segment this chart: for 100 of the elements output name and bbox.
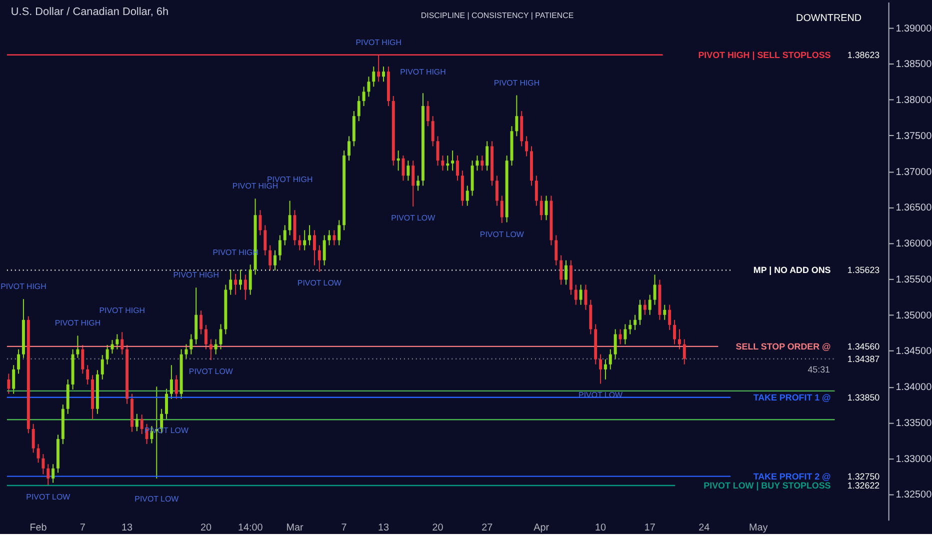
x-tick-label: Feb xyxy=(30,522,48,534)
x-tick-label: 27 xyxy=(482,522,494,534)
y-tick-label: 1.38000 xyxy=(896,95,932,106)
candlestick xyxy=(564,260,568,286)
candlestick xyxy=(608,348,612,370)
candlestick xyxy=(100,354,104,380)
candlestick xyxy=(7,373,10,394)
candlestick xyxy=(495,175,498,206)
candlestick xyxy=(52,464,55,484)
annotation: PIVOT HIGH xyxy=(266,174,313,184)
ref-line-label: PIVOT LOW | BUY STOPLOSS xyxy=(704,480,831,490)
y2-tick-label: 1.34560 xyxy=(847,341,880,352)
candlestick xyxy=(436,136,440,166)
candlestick xyxy=(624,324,627,345)
candlestick xyxy=(431,116,434,147)
x-tick-label: 20 xyxy=(200,522,212,534)
y-tick-label: 1.34000 xyxy=(896,382,932,394)
candlestick xyxy=(560,254,563,286)
candlestick xyxy=(500,195,504,224)
y-tick-label: 1.35500 xyxy=(896,274,932,286)
x-tick-label: 17 xyxy=(644,522,656,534)
candlestick xyxy=(599,354,602,384)
x-tick-label: Apr xyxy=(534,522,550,534)
x-tick-label: 7 xyxy=(80,522,86,534)
y-tick-label: 1.36500 xyxy=(896,202,932,214)
candlestick xyxy=(204,324,208,350)
x-tick-label: 24 xyxy=(698,522,710,534)
annotation: PIVOT LOW xyxy=(391,213,436,222)
candlestick xyxy=(476,155,479,172)
y-tick-label: 1.38500 xyxy=(896,59,932,70)
x-tick-label: Mar xyxy=(286,522,304,534)
annotation: PIVOT HIGH xyxy=(356,38,402,47)
annotation: PIVOT LOW xyxy=(297,278,342,288)
candlestick xyxy=(515,94,518,137)
candlestick xyxy=(32,423,35,454)
candlestick xyxy=(638,299,642,326)
candlestick xyxy=(382,66,386,82)
annotation: PIVOT HIGH xyxy=(232,182,278,191)
candlestick xyxy=(396,150,400,172)
candlestick xyxy=(416,175,420,192)
y-tick-label: 1.36000 xyxy=(896,238,932,250)
candlestick xyxy=(86,364,90,385)
candlestick xyxy=(480,155,484,172)
annotation: PIVOT HIGH xyxy=(494,78,540,88)
candlestick xyxy=(303,230,306,251)
y-tick-label: 1.33500 xyxy=(896,418,932,429)
candlestick xyxy=(648,294,652,316)
candlestick xyxy=(116,334,119,350)
y2-tick-label: 1.33850 xyxy=(847,392,880,402)
annotation: PIVOT LOW xyxy=(480,230,524,239)
ref-line-label: TAKE PROFIT 1 @ xyxy=(753,392,832,402)
candlestick xyxy=(634,314,637,330)
annotation: PIVOT LOW xyxy=(188,366,234,376)
candlestick xyxy=(322,234,326,266)
candlestick xyxy=(554,234,558,266)
y2-tick-label: 1.32750 xyxy=(847,471,880,482)
candlestick xyxy=(534,175,538,206)
candlestick xyxy=(673,319,676,345)
candlestick xyxy=(643,299,646,316)
x-tick-label: 20 xyxy=(432,522,444,534)
candlestick xyxy=(412,160,415,208)
candlestick xyxy=(628,319,632,335)
candlestick xyxy=(332,230,336,246)
annotation: DISCIPLINE | CONSISTENCY | PATIENCE xyxy=(420,10,574,20)
candlestick xyxy=(318,244,321,272)
candlestick xyxy=(486,140,489,172)
candlestick xyxy=(618,328,622,345)
candlestick xyxy=(190,334,193,355)
candlestick xyxy=(200,310,203,335)
candlestick xyxy=(244,274,247,300)
x-tick-label: May xyxy=(749,522,768,534)
candlestick xyxy=(338,220,341,246)
y2-tick-label: 1.32622 xyxy=(847,480,880,490)
ref-line-label: MP | NO ADD ONS xyxy=(753,265,831,276)
candlestick xyxy=(36,444,40,464)
x-tick-label: 13 xyxy=(378,522,390,534)
x-tick-label: 10 xyxy=(595,522,607,534)
candlestick xyxy=(288,200,292,236)
candlestick xyxy=(668,304,672,330)
candlestick xyxy=(574,284,578,306)
candlestick xyxy=(678,328,681,350)
candlestick xyxy=(140,414,144,434)
candlestick xyxy=(239,269,242,290)
candlestick xyxy=(298,234,302,251)
annotation: PIVOT LOW xyxy=(134,494,180,504)
y-tick-label: 1.37000 xyxy=(896,166,932,178)
candlestick xyxy=(268,244,272,271)
x-tick-label: 7 xyxy=(341,522,348,534)
candlestick xyxy=(283,224,286,246)
annotation: PIVOT HIGH xyxy=(54,318,101,328)
candlestick xyxy=(466,185,469,206)
annotation: DOWNTREND xyxy=(796,12,862,24)
annotation: PIVOT HIGH xyxy=(173,270,220,280)
candlestick xyxy=(42,454,45,475)
ref-line-label: TAKE PROFIT 2 @ xyxy=(753,471,832,482)
candlestick xyxy=(446,155,450,172)
annotation: PIVOT LOW xyxy=(26,492,71,502)
y2-tick-label: 1.35623 xyxy=(847,265,880,276)
candlestick xyxy=(614,328,617,360)
y-tick-label: 1.34500 xyxy=(896,346,932,358)
